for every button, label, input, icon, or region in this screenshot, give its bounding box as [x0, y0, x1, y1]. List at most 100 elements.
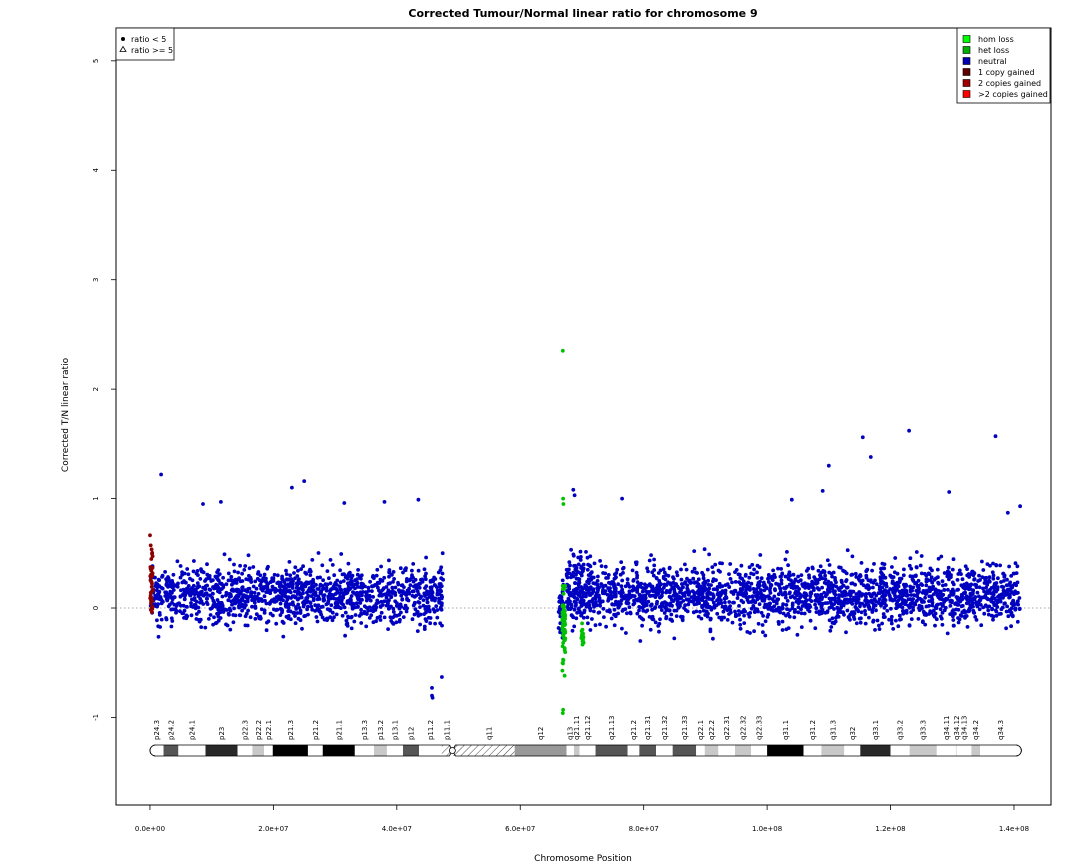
data-point — [227, 557, 232, 562]
data-point — [664, 583, 669, 587]
data-point — [580, 642, 585, 647]
data-point — [859, 561, 864, 565]
data-point — [990, 570, 995, 575]
plot-frame — [115, 27, 1052, 806]
data-point — [733, 570, 737, 574]
ideogram-band — [890, 745, 910, 756]
data-point — [790, 606, 795, 611]
data-point — [149, 601, 153, 606]
data-point — [992, 596, 997, 601]
data-point — [211, 622, 216, 627]
data-point — [439, 596, 444, 601]
data-point — [314, 583, 318, 587]
data-point — [339, 600, 344, 605]
data-point — [879, 566, 883, 571]
x-tick-label: 4.0e+07 — [382, 825, 412, 833]
data-point — [406, 598, 411, 603]
data-point — [316, 603, 321, 608]
data-point — [733, 588, 738, 593]
data-point — [650, 586, 655, 591]
data-point — [893, 556, 898, 560]
data-point — [793, 577, 798, 582]
data-point — [571, 574, 576, 579]
data-point — [1007, 587, 1012, 592]
ideogram-band — [860, 745, 891, 756]
ideogram-cap-outline — [1015, 744, 1022, 757]
data-point — [574, 600, 578, 605]
data-point — [328, 558, 333, 562]
data-point — [971, 573, 976, 578]
data-point — [993, 434, 998, 439]
data-point — [252, 590, 257, 595]
data-point — [793, 585, 798, 589]
data-point — [759, 610, 764, 615]
data-point — [360, 598, 364, 602]
data-point — [431, 579, 435, 584]
data-point — [874, 608, 878, 613]
data-point — [699, 616, 704, 621]
data-point — [640, 623, 644, 628]
data-point — [560, 661, 565, 665]
data-point — [164, 590, 169, 595]
data-point — [963, 564, 968, 569]
data-point — [779, 567, 783, 571]
data-point — [324, 585, 329, 590]
data-point — [865, 583, 870, 588]
ideogram-band — [656, 745, 673, 756]
data-point — [189, 613, 194, 618]
data-point — [867, 591, 871, 596]
data-point — [977, 573, 981, 578]
ideogram-band-label: p22.1 — [265, 720, 273, 740]
data-point — [315, 597, 320, 602]
legend-shape-label: ratio >= 5 — [131, 46, 173, 55]
y-tick-label: -1 — [92, 714, 100, 721]
data-point — [671, 599, 676, 603]
data-point — [311, 598, 316, 603]
ideogram-band — [307, 745, 323, 756]
data-point — [839, 578, 844, 583]
data-point — [233, 577, 238, 582]
data-point — [678, 596, 683, 601]
data-point — [763, 619, 768, 624]
data-point — [610, 602, 615, 607]
data-point — [204, 591, 209, 596]
data-point — [247, 566, 252, 571]
data-point — [275, 573, 280, 578]
data-point — [178, 564, 183, 568]
data-point — [950, 587, 955, 592]
data-point — [170, 619, 175, 623]
data-point — [715, 611, 720, 616]
data-point — [717, 601, 721, 606]
data-point — [1002, 593, 1006, 598]
data-point — [369, 608, 374, 613]
data-point — [957, 568, 962, 573]
data-point — [1017, 596, 1022, 600]
data-point — [372, 604, 377, 609]
data-point — [778, 589, 783, 594]
data-point — [148, 590, 153, 595]
x-axis: 0.0e+00 2.0e+07 4.0e+07 6.0e+07 8.0e+07 1.0e+… — [135, 804, 1029, 833]
data-point — [150, 610, 154, 615]
data-point — [341, 592, 346, 597]
data-point — [641, 608, 646, 613]
data-point — [621, 566, 625, 571]
data-point — [889, 621, 894, 626]
data-point — [582, 608, 587, 613]
data-point — [268, 588, 273, 593]
data-point — [334, 605, 339, 610]
data-point — [284, 572, 289, 577]
data-point — [367, 605, 372, 610]
data-point — [169, 624, 174, 629]
data-point — [625, 581, 630, 586]
data-point — [346, 561, 351, 566]
data-point — [424, 584, 429, 588]
data-point — [918, 596, 922, 601]
data-point — [998, 563, 1002, 568]
data-point — [986, 608, 991, 613]
data-point — [981, 586, 985, 591]
data-point — [382, 500, 387, 504]
data-point — [346, 586, 351, 590]
data-point — [657, 621, 662, 626]
data-point — [700, 587, 705, 592]
data-point — [245, 599, 250, 604]
